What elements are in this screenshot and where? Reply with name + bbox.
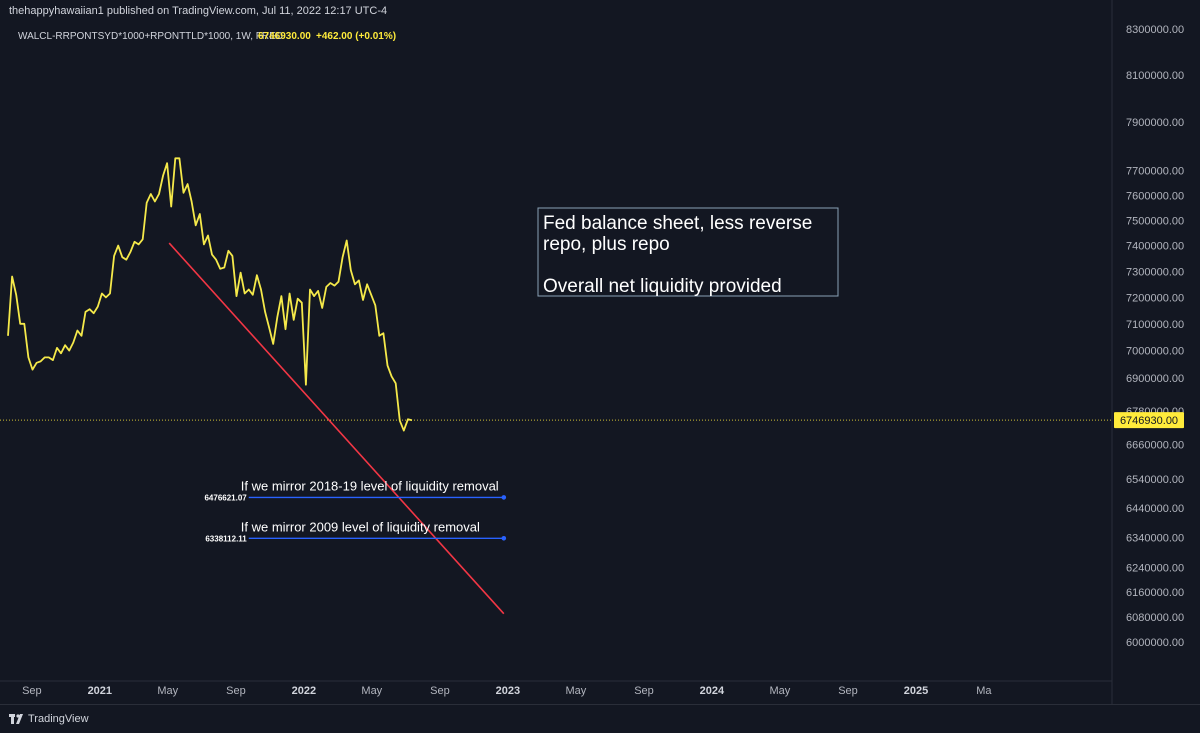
x-tick-label: 2021	[88, 685, 112, 697]
y-tick-label: 7500000.00	[1126, 215, 1184, 227]
series-line[interactable]	[7, 157, 413, 432]
y-tick-label: 6240000.00	[1126, 563, 1184, 575]
tradingview-logo-icon	[9, 714, 23, 724]
trendline[interactable]	[168, 242, 505, 615]
annotation-text: Fed balance sheet, less reverse repo, plu…	[543, 213, 812, 297]
y-tick-label: 7600000.00	[1126, 190, 1184, 202]
y-tick-label: 6440000.00	[1126, 503, 1184, 515]
published-line: thehappyhawaiian1 published on TradingVi…	[9, 5, 388, 17]
y-tick-label: 7000000.00	[1126, 346, 1184, 358]
y-tick-label: 7700000.00	[1126, 166, 1184, 178]
y-tick-label: 6000000.00	[1126, 637, 1184, 649]
last-value-tag-label: 6746930.00	[1120, 415, 1178, 427]
x-tick-label: 2024	[700, 685, 725, 697]
x-tick-label: 2023	[496, 685, 520, 697]
annotation-line	[543, 255, 548, 276]
price-level-handle[interactable]	[501, 495, 507, 500]
y-tick-label: 6160000.00	[1126, 587, 1184, 599]
y-tick-label: 6080000.00	[1126, 612, 1184, 624]
y-tick-label: 7300000.00	[1126, 266, 1184, 278]
x-tick-label: Ma	[976, 685, 992, 697]
x-tick-label: Sep	[634, 685, 654, 697]
x-tick-label: Sep	[226, 685, 246, 697]
last-value-tag	[1114, 412, 1184, 429]
legend-last-value: 6746930.00	[258, 31, 311, 42]
x-tick-label: Sep	[838, 685, 858, 697]
header: thehappyhawaiian1 published on TradingVi…	[0, 0, 1200, 22]
price-level-handle[interactable]	[501, 535, 507, 541]
legend-change: +462.00 (+0.01%)	[316, 31, 396, 42]
x-tick-label: 2025	[904, 685, 928, 697]
price-level-text: If we mirror 2009 level of liquidity rem…	[241, 519, 480, 534]
y-tick-label: 8300000.00	[1126, 24, 1184, 36]
y-tick-label: 6540000.00	[1126, 474, 1184, 486]
chart-canvas[interactable]: 8300000.00 8100000.00 7900000.00 7700000.00…	[0, 0, 1200, 704]
annotation-line: Overall net liquidity provided	[543, 276, 782, 297]
y-tick-label: 7400000.00	[1126, 241, 1184, 253]
annotation-line: Fed balance sheet, less reverse	[543, 213, 812, 234]
x-tick-label: May	[157, 685, 178, 697]
y-tick-label: 6340000.00	[1126, 533, 1184, 545]
price-level-text: If we mirror 2018-19 level of liquidity …	[241, 478, 499, 493]
x-tick-label: May	[565, 685, 586, 697]
price-level-value: 6338112.11	[205, 534, 247, 543]
y-tick-label: 6900000.00	[1126, 373, 1184, 385]
tradingview-brand: TradingView	[28, 713, 89, 725]
x-tick-label: 2022	[292, 685, 316, 697]
x-tick-label: May	[769, 685, 790, 697]
legend-symbol: WALCL-RRPONTSYD*1000+RPONTTLD*1000, 1W, …	[18, 31, 283, 42]
y-tick-label: 7200000.00	[1126, 292, 1184, 304]
annotation-box[interactable]	[537, 207, 839, 297]
y-tick-label: 6660000.00	[1126, 440, 1184, 452]
x-tick-label: May	[361, 685, 382, 697]
x-tick-label: Sep	[22, 685, 42, 697]
x-tick-label: Sep	[430, 685, 450, 697]
y-tick-label: 8100000.00	[1126, 70, 1184, 82]
y-tick-label: 7100000.00	[1126, 319, 1184, 331]
footer: TradingView	[0, 704, 1200, 733]
annotation-line: repo, plus repo	[543, 234, 670, 255]
price-level-value: 6476621.07	[204, 493, 247, 502]
y-tick-label: 7900000.00	[1126, 117, 1184, 129]
